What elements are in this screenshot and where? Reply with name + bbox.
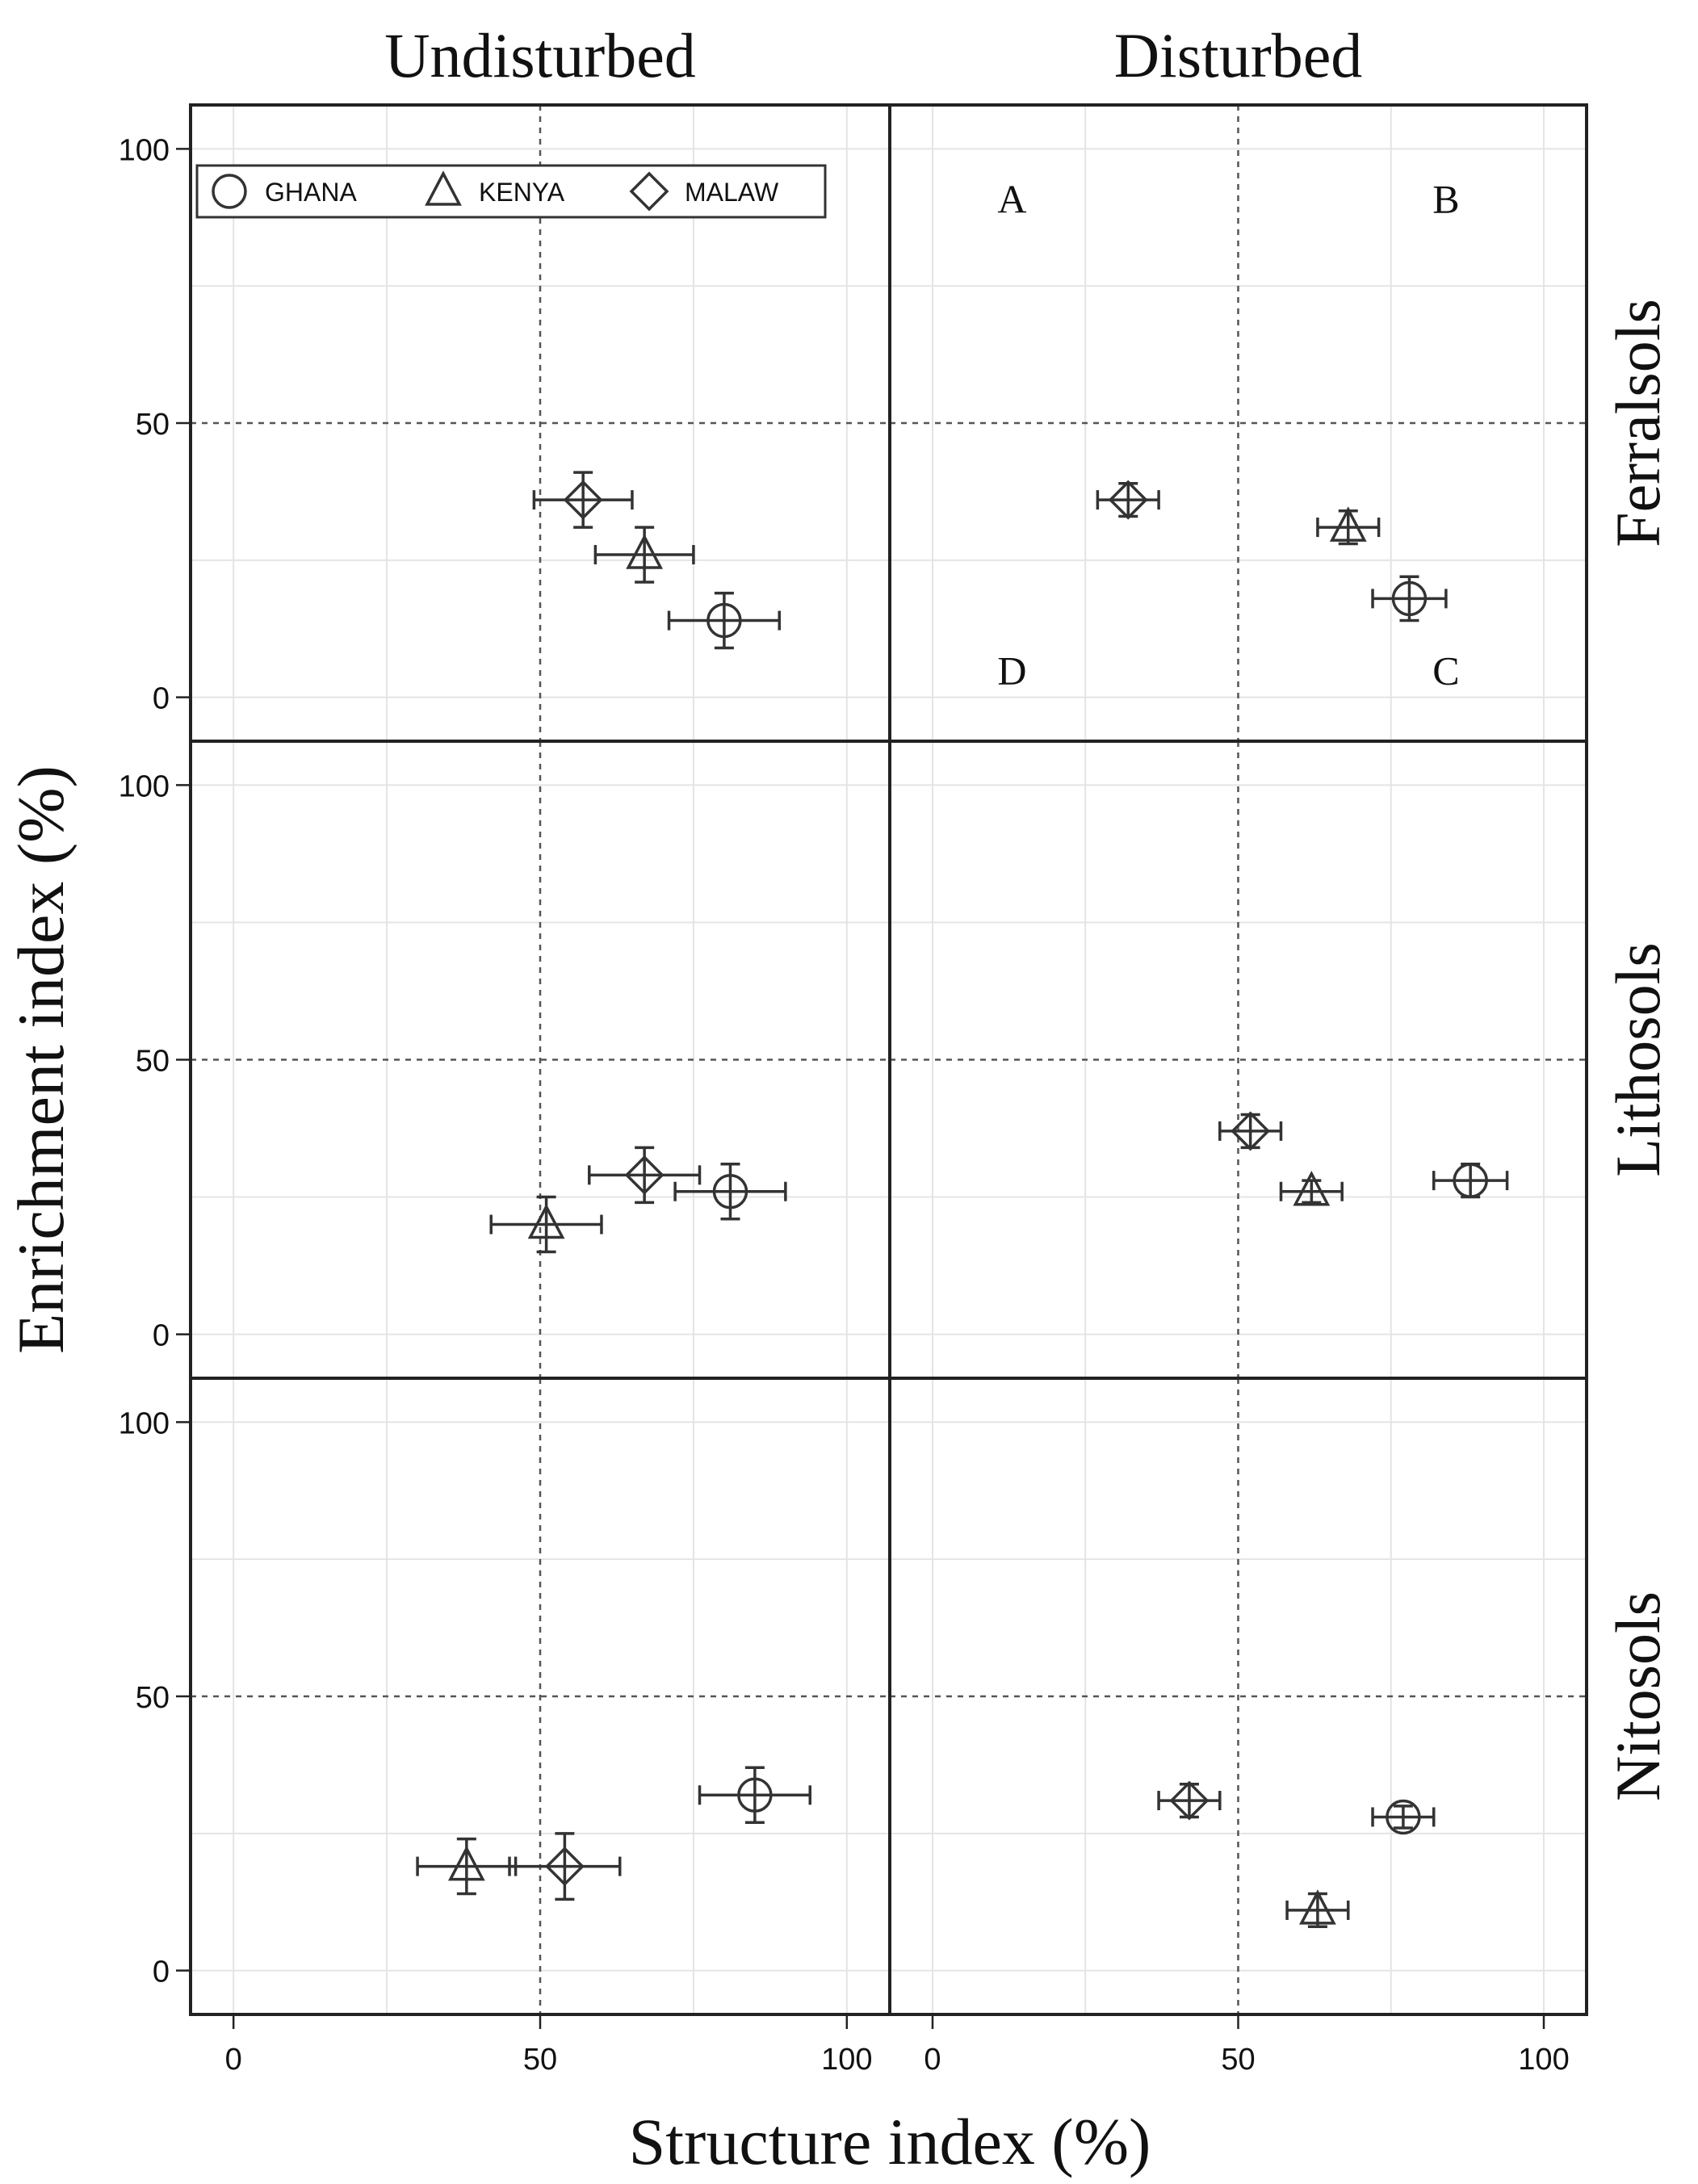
legend: GHANA KENYA MALAW: [195, 164, 827, 219]
data-point-ghana: [667, 591, 782, 650]
undefined-marker: [626, 534, 664, 569]
data-point-malaw: [1157, 1780, 1222, 1821]
undefined-marker: [447, 1845, 485, 1881]
quadrant-label: B: [1432, 176, 1459, 221]
x-tick-label: 0: [225, 2043, 242, 2077]
y-tick-label: 50: [136, 1045, 170, 1079]
y-tick-label: 50: [136, 1681, 170, 1715]
x-tick-label: 0: [924, 2043, 941, 2077]
undefined-marker: [624, 1155, 665, 1195]
data-point-malaw: [1096, 480, 1160, 520]
undefined-marker: [737, 1777, 773, 1813]
quadrant-label: A: [997, 176, 1026, 221]
data-point-ghana: [1371, 575, 1448, 623]
row-header: Nitosols: [1603, 1591, 1673, 1801]
row-header: Ferralsols: [1603, 299, 1673, 547]
y-axis-title: Enrichment index (%): [4, 765, 78, 1354]
data-point-kenya: [593, 526, 695, 584]
data-point-ghana: [673, 1162, 787, 1221]
text-labels: 0 50 100 0 50 100 0 50 100 0 50 100 0 50 100 Undisturbe…: [4, 20, 1673, 2178]
data-point-kenya: [489, 1195, 603, 1254]
quadrant-label: D: [997, 648, 1026, 694]
y-tick-label: 50: [136, 408, 170, 442]
circle-icon: [212, 174, 247, 209]
undefined-marker: [1386, 1799, 1421, 1835]
y-tick-label: 0: [153, 682, 170, 716]
undefined-marker: [1231, 1111, 1271, 1151]
undefined-marker: [1169, 1780, 1210, 1821]
column-header: Disturbed: [1114, 20, 1363, 90]
undefined-marker: [1391, 581, 1428, 617]
data-point-kenya: [416, 1837, 518, 1896]
x-tick-label: 100: [821, 2043, 872, 2077]
data-point-malaw: [1218, 1111, 1283, 1151]
undefined-marker: [1453, 1163, 1488, 1198]
undefined-marker: [1329, 506, 1367, 542]
data-point-ghana: [1432, 1162, 1509, 1199]
undefined-marker: [706, 602, 742, 639]
x-tick-label: 50: [1221, 2043, 1255, 2077]
data-point-kenya: [1285, 1889, 1350, 1929]
x-axis-title: Structure index (%): [629, 2105, 1151, 2178]
diamond-icon: [629, 171, 669, 212]
y-tick-label: 0: [153, 1319, 170, 1353]
data-point-ghana: [1371, 1799, 1436, 1835]
data-point-malaw: [532, 471, 634, 529]
y-tick-label: 0: [153, 1956, 170, 1989]
quadrant-label: C: [1432, 648, 1459, 694]
undefined-marker: [1108, 480, 1148, 520]
x-tick-label: 100: [1518, 2043, 1569, 2077]
y-tick-label: 100: [119, 769, 170, 803]
column-header: Undisturbed: [384, 20, 696, 90]
undefined-marker: [1293, 1170, 1331, 1206]
data-marks: [416, 471, 1509, 1929]
data-point-ghana: [698, 1766, 811, 1824]
y-tick-label: 100: [119, 1406, 170, 1440]
triangle-icon: [425, 170, 462, 206]
legend-label: KENYA: [479, 178, 565, 207]
row-header: Lithosols: [1603, 942, 1673, 1176]
undefined-marker: [544, 1847, 585, 1887]
panel-frames: [176, 103, 1588, 2029]
data-point-kenya: [1279, 1170, 1344, 1206]
data-point-kenya: [1316, 506, 1381, 546]
x-tick-label: 50: [523, 2043, 557, 2077]
legend-label: MALAW: [685, 178, 779, 207]
undefined-marker: [527, 1203, 565, 1239]
data-point-malaw: [508, 1832, 622, 1901]
legend-label: GHANA: [265, 178, 357, 207]
y-tick-label: 100: [119, 133, 170, 167]
legend-box: [195, 164, 827, 219]
undefined-marker: [563, 480, 603, 520]
undefined-marker: [1299, 1889, 1336, 1925]
undefined-marker: [712, 1173, 748, 1209]
data-point-malaw: [588, 1146, 702, 1205]
